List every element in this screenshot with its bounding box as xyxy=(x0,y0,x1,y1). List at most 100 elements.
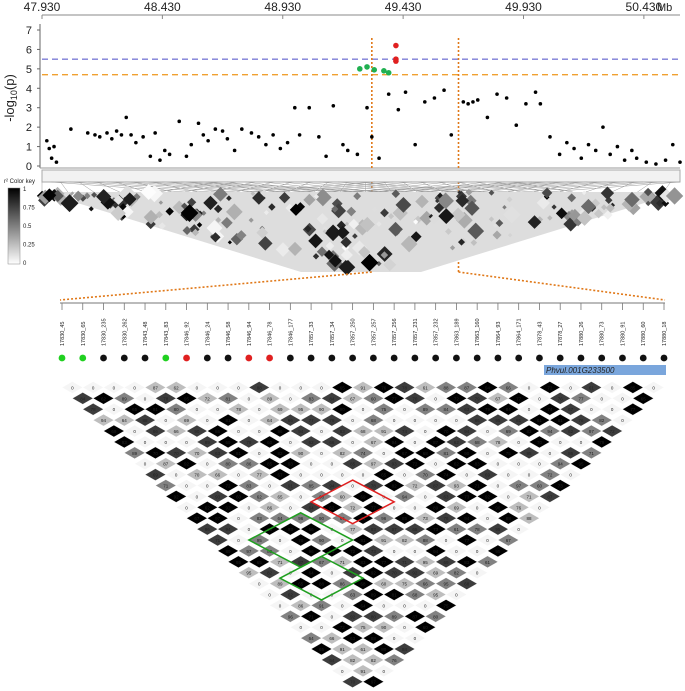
data-point xyxy=(105,131,109,135)
ld-value: 79 xyxy=(329,418,335,423)
ld-value: 88 xyxy=(257,385,263,390)
ld-diamond xyxy=(383,544,405,558)
ld-value: 92 xyxy=(184,462,190,467)
ld-diamond xyxy=(175,479,198,492)
ld-value: 95 xyxy=(527,451,533,456)
ld-value: 81 xyxy=(444,451,450,456)
ld-value: 94 xyxy=(402,494,408,499)
ld-diamond xyxy=(424,610,447,623)
ld-value: 86 xyxy=(568,451,574,456)
ld-diamond xyxy=(352,403,374,416)
ld-value: 0 xyxy=(299,494,302,499)
ld-cell xyxy=(221,216,233,229)
ld-value: 87 xyxy=(547,494,553,499)
ld-diamond xyxy=(507,457,530,470)
ld-cell xyxy=(429,214,440,225)
ld-diamond xyxy=(383,610,405,623)
data-point xyxy=(141,135,145,139)
ld-value: 66 xyxy=(215,473,221,478)
ld-link xyxy=(585,181,616,193)
ld-highlight-block xyxy=(278,555,365,601)
ld-diamond xyxy=(341,457,364,470)
ld-diamond xyxy=(518,446,540,460)
ld-diamond xyxy=(414,381,437,394)
y-tick-label: 3 xyxy=(26,103,32,115)
ld-diamond xyxy=(217,544,239,558)
ld-value: 70 xyxy=(174,451,180,456)
ld-diamond xyxy=(435,599,457,612)
data-point xyxy=(278,146,283,151)
ld-diamond xyxy=(466,522,488,536)
ld-value: 89 xyxy=(392,614,398,619)
ld-value: 0 xyxy=(351,484,354,489)
data-point xyxy=(158,158,162,162)
ld-diamond xyxy=(528,435,551,449)
ld-cell xyxy=(435,198,440,204)
marker-dot xyxy=(203,354,211,362)
ld-value: 0 xyxy=(113,385,116,390)
ld-cell xyxy=(413,219,419,225)
ld-diamond xyxy=(424,501,447,514)
ld-diamond xyxy=(155,392,177,405)
ld-value: 91 xyxy=(319,603,325,608)
ld-value: 0 xyxy=(393,505,396,510)
ld-diamond xyxy=(321,610,343,623)
ld-diamond xyxy=(206,424,229,438)
marker-dot xyxy=(390,354,398,362)
ld-value: 87 xyxy=(433,440,439,445)
ld-cell xyxy=(449,245,456,251)
ld-diamond xyxy=(238,457,260,470)
ld-diamond xyxy=(570,392,592,405)
ld-value: 97 xyxy=(215,516,221,521)
marker-dot xyxy=(536,354,543,362)
ld-diamond xyxy=(321,631,343,645)
color-key-bar xyxy=(7,187,21,265)
ld-cell xyxy=(110,205,126,221)
data-point xyxy=(54,160,59,164)
ld-value: 0 xyxy=(289,505,292,510)
ld-link xyxy=(313,181,329,193)
ld-diamond xyxy=(372,533,395,547)
ld-value: 89 xyxy=(433,505,439,510)
ld-cell xyxy=(457,190,462,195)
ld-diamond xyxy=(414,468,437,481)
ld-diamond xyxy=(362,631,385,645)
ld-value: 61 xyxy=(589,385,595,390)
ld-diamond xyxy=(476,490,499,503)
ld-diamond xyxy=(559,381,582,394)
snp-track xyxy=(41,169,681,183)
ld-cell xyxy=(316,246,328,257)
ld-value: 83 xyxy=(257,516,263,521)
ld-diamond xyxy=(518,403,540,416)
ld-value: 95 xyxy=(495,549,501,554)
ld-link xyxy=(88,181,237,193)
ld-diamond xyxy=(341,435,364,449)
ld-value: 74 xyxy=(402,429,408,434)
ld-value: 73 xyxy=(558,484,564,489)
ld-cell xyxy=(576,210,593,226)
ld-diamond xyxy=(539,490,561,503)
ld-value: 0 xyxy=(455,549,458,554)
data-point xyxy=(297,133,302,137)
ld-value: 0 xyxy=(144,462,147,467)
ld-value: 0 xyxy=(279,538,282,543)
marker-dot xyxy=(79,354,87,362)
ld-diamond xyxy=(279,392,302,405)
ld-diamond xyxy=(248,381,270,394)
ld-diamond xyxy=(331,664,354,677)
ld-diamond xyxy=(404,413,426,427)
data-point xyxy=(630,148,634,153)
ld-value: 72 xyxy=(610,429,616,434)
data-point xyxy=(271,133,275,137)
ld-diamond xyxy=(331,446,354,460)
ld-value: 0 xyxy=(196,407,199,412)
ld-diamond xyxy=(269,381,291,394)
ld-value: 88 xyxy=(143,418,149,423)
ld-diamond xyxy=(258,566,281,579)
ld-value: 69 xyxy=(277,407,283,412)
ld-value: 65 xyxy=(132,407,138,412)
ld-diamond xyxy=(144,403,167,416)
marker-dot xyxy=(577,354,585,362)
ld-value: 0 xyxy=(258,582,261,587)
ld-value: 76 xyxy=(558,396,564,401)
